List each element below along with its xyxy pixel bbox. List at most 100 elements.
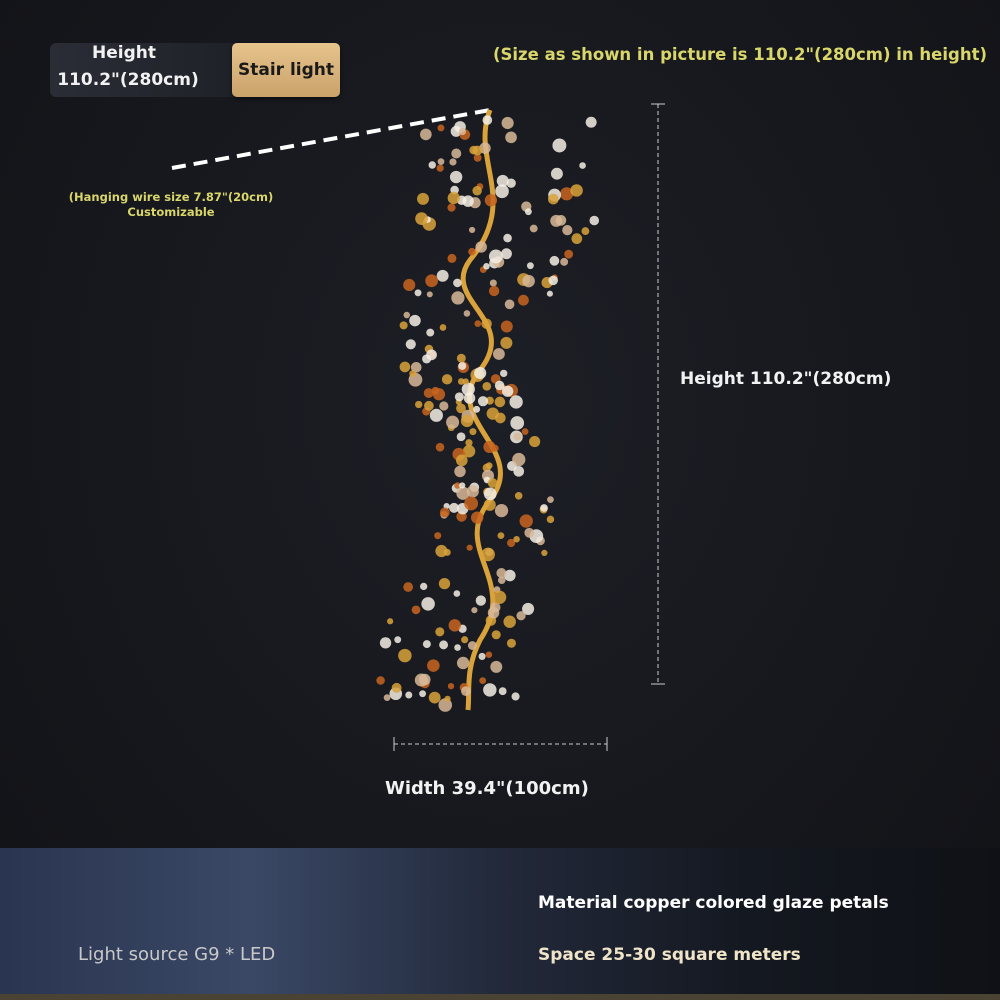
flower-petal (492, 590, 507, 604)
flower-petal (510, 416, 525, 430)
flower-petal (458, 361, 467, 370)
flower-petal (524, 527, 535, 538)
flower-petal (453, 590, 461, 597)
flower-petal (459, 482, 466, 489)
flower-petal (436, 269, 449, 282)
flower-petal (447, 191, 460, 205)
flower-petal (541, 549, 548, 557)
flower-petal (420, 582, 428, 591)
flower-petal (394, 636, 402, 644)
size-note: (Size as shown in picture is 110.2"(280c… (492, 45, 988, 64)
flower-petal (579, 162, 586, 169)
flower-petal (483, 683, 497, 697)
flower-petal (490, 660, 503, 673)
flower-petal (447, 682, 455, 690)
flower-petal (439, 324, 447, 331)
flower-petal (503, 233, 512, 243)
flower-petal (454, 482, 461, 489)
flower-petal (429, 408, 443, 422)
flower-petal (427, 659, 440, 672)
flower-petal (461, 686, 471, 697)
flower-petal (455, 454, 468, 467)
height-dimension-label: Height 110.2"(280cm) (680, 369, 892, 389)
flower-petal (481, 547, 495, 562)
flower-petal (428, 161, 436, 169)
flower-petal (484, 194, 498, 207)
flower-petal (501, 116, 514, 130)
flower-petal (529, 224, 538, 233)
flower-petal (423, 388, 434, 398)
flower-petal (458, 127, 467, 136)
flower-petal (570, 184, 583, 197)
flower-petal (464, 496, 479, 511)
flower-petal (447, 203, 456, 212)
flower-petal (516, 611, 526, 621)
flower-petal (494, 412, 506, 424)
flower-petal (463, 392, 476, 404)
flower-petal (420, 128, 432, 141)
flower-petal (529, 436, 541, 448)
flower-petal (482, 381, 492, 391)
flower-petal (514, 492, 523, 500)
flower-petal (522, 274, 535, 288)
flower-petal (475, 595, 487, 606)
flower-petal (540, 504, 548, 512)
flower-petal (482, 115, 493, 125)
flower-petal (424, 400, 434, 411)
flower-petal (449, 502, 460, 513)
flower-petal (409, 370, 417, 378)
flower-petal (522, 602, 535, 615)
flower-petal (483, 440, 496, 454)
flower-petal (519, 514, 533, 528)
flower-petal (457, 378, 465, 385)
customizable-note: Customizable (127, 205, 215, 219)
flower-petal (509, 395, 523, 409)
flower-petal (409, 314, 421, 327)
category-badge: Stair light (232, 43, 340, 97)
flower-petal (469, 428, 477, 436)
flower-petal (502, 385, 514, 397)
flower-petal (426, 349, 437, 361)
flower-petal (485, 651, 493, 658)
flower-petal (488, 285, 500, 297)
flower-petal (379, 637, 392, 649)
flower-petal (383, 694, 391, 702)
flower-petal (462, 445, 476, 458)
flower-petal (497, 532, 505, 540)
flower-petal (449, 158, 457, 166)
flower-petal (422, 640, 431, 649)
flower-petal (560, 187, 574, 201)
flower-petal (431, 386, 440, 395)
flower-petal (560, 257, 569, 266)
flower-petal (439, 401, 449, 411)
flower-petal (469, 145, 479, 155)
flower-petal (426, 291, 433, 298)
flower-petal (552, 138, 567, 153)
flower-petal (550, 167, 563, 180)
flower-petal (428, 691, 441, 704)
flower-petal (403, 311, 410, 319)
flower-petal (387, 618, 394, 625)
hanging-wire-note: (Hanging wire size 7.87"(20cm) (68, 190, 274, 204)
flower-petal (513, 535, 520, 543)
flower-petal (497, 576, 506, 585)
flower-petal (483, 263, 490, 270)
flower-petal (518, 294, 529, 306)
material-spec: Material copper colored glaze petals (538, 893, 889, 913)
flower-petal (546, 290, 553, 297)
flower-petal (506, 638, 516, 648)
flower-petal (473, 153, 482, 162)
flower-petal (585, 116, 597, 128)
flower-petal (447, 253, 457, 263)
flower-petal (581, 227, 590, 236)
flower-petal (471, 511, 484, 524)
flower-petal (466, 544, 473, 551)
flower-petal (475, 241, 487, 253)
flower-petal (500, 369, 508, 378)
height-value: 110.2"(280cm) (57, 70, 199, 90)
flower-petal (468, 247, 476, 256)
height-label: Height (92, 43, 156, 63)
flower-petal (494, 503, 509, 518)
flower-petal (425, 274, 439, 288)
